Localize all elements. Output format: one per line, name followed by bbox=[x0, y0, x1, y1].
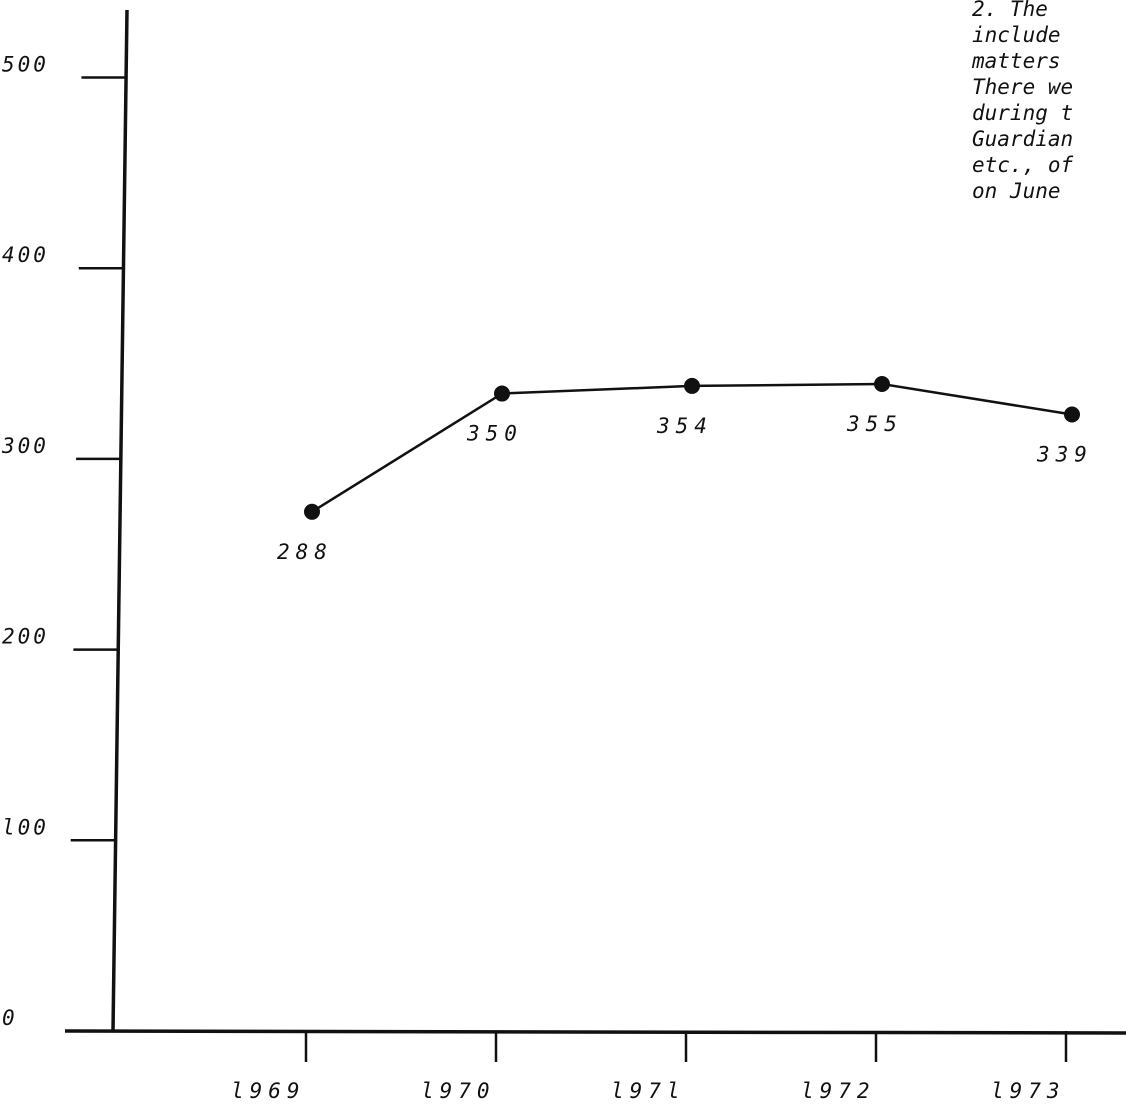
y-tick-label: 0 bbox=[2, 1006, 18, 1030]
data-point bbox=[494, 385, 510, 402]
x-tick-label: l972 bbox=[801, 1079, 876, 1103]
y-axis: 0 l00 200 300 400 500 bbox=[1, 9, 129, 1033]
y-tick-label: 500 bbox=[2, 53, 49, 77]
side-note-line: There we bbox=[972, 75, 1073, 99]
side-note-line: during t bbox=[972, 101, 1073, 125]
data-point bbox=[1064, 406, 1080, 423]
x-tick-label: l97l bbox=[611, 1079, 686, 1103]
data-label: 350 bbox=[466, 422, 523, 446]
data-label: 354 bbox=[656, 414, 713, 438]
x-tick-label: l973 bbox=[991, 1079, 1066, 1103]
x-axis: l969 l970 l97l l972 l973 bbox=[64, 1029, 1126, 1103]
y-axis-line bbox=[111, 9, 129, 1032]
data-point bbox=[874, 376, 890, 393]
y-tick-label: 300 bbox=[1, 434, 49, 458]
side-note-line: on June bbox=[972, 179, 1061, 203]
x-axis-line bbox=[64, 1029, 1126, 1035]
side-note-line: Guardian bbox=[972, 127, 1073, 151]
data-label: 339 bbox=[1036, 443, 1093, 467]
y-tick-label: l00 bbox=[2, 815, 49, 839]
data-point bbox=[684, 377, 700, 394]
data-label: 288 bbox=[277, 540, 333, 564]
side-note-line: matters bbox=[971, 49, 1061, 73]
data-label: 355 bbox=[846, 412, 903, 436]
side-note-line: 2. The bbox=[972, 0, 1048, 21]
series-line bbox=[311, 382, 1073, 513]
data-point bbox=[304, 503, 320, 520]
side-note-line: include bbox=[972, 23, 1061, 47]
x-tick-label: l970 bbox=[421, 1079, 496, 1103]
side-note-line: etc., of bbox=[972, 153, 1074, 177]
series-line-group: 288 350 354 355 339 bbox=[277, 376, 1093, 564]
y-tick-label: 200 bbox=[2, 625, 49, 649]
x-tick-label: l969 bbox=[231, 1079, 306, 1103]
y-tick-label: 400 bbox=[2, 243, 49, 267]
